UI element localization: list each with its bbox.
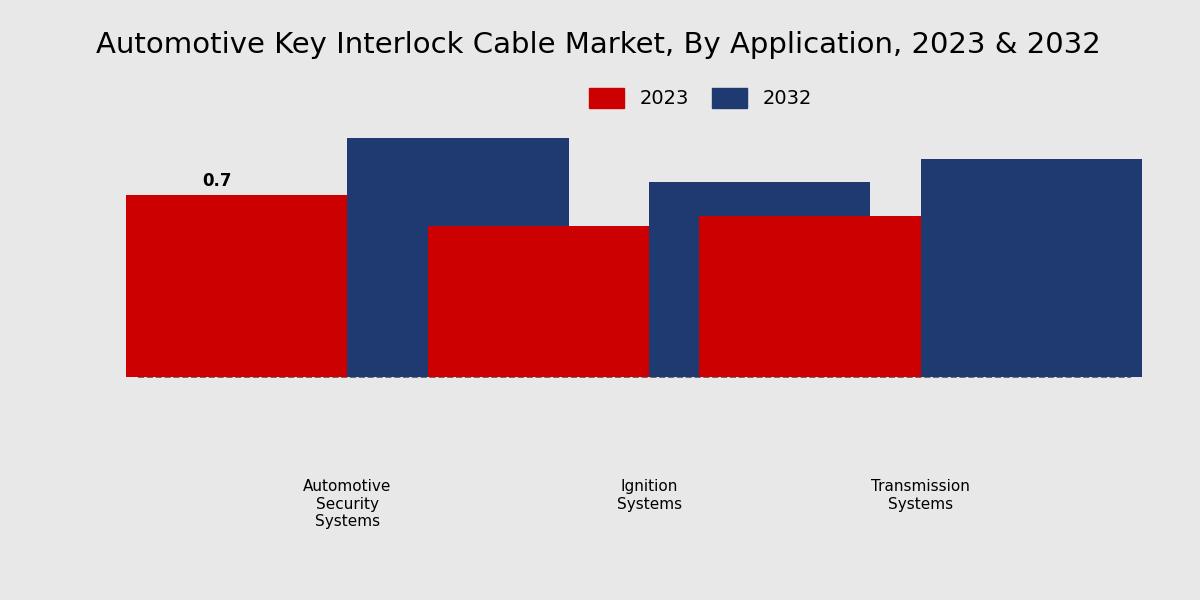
Bar	[920, 158, 1142, 377]
Bar	[649, 182, 870, 377]
Text: 0.7: 0.7	[203, 172, 232, 190]
Bar	[700, 216, 920, 377]
Text: Automotive Key Interlock Cable Market, By Application, 2023 & 2032: Automotive Key Interlock Cable Market, B…	[96, 31, 1100, 59]
Legend: 2023, 2032: 2023, 2032	[581, 80, 820, 116]
Bar	[348, 138, 569, 377]
Bar	[428, 226, 649, 377]
Bar	[126, 195, 348, 377]
